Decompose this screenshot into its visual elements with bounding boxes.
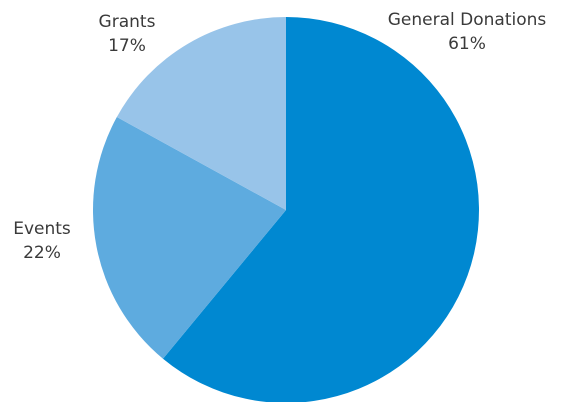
pie-labels: General Donations 61% Events 22% Grants 17% (13, 10, 546, 263)
pie-slice-grants (116, 17, 287, 210)
pie-slices (92, 17, 479, 402)
slice-value-general-donations: 61% (448, 34, 486, 54)
pie-slice-general-donations (162, 17, 479, 402)
pie-slice-events (92, 117, 286, 359)
slice-label-grants: Grants (99, 12, 156, 32)
slice-value-grants: 17% (108, 36, 146, 56)
slice-label-events: Events (13, 219, 71, 239)
slice-label-general-donations: General Donations (388, 10, 547, 30)
slice-value-events: 22% (23, 243, 61, 263)
